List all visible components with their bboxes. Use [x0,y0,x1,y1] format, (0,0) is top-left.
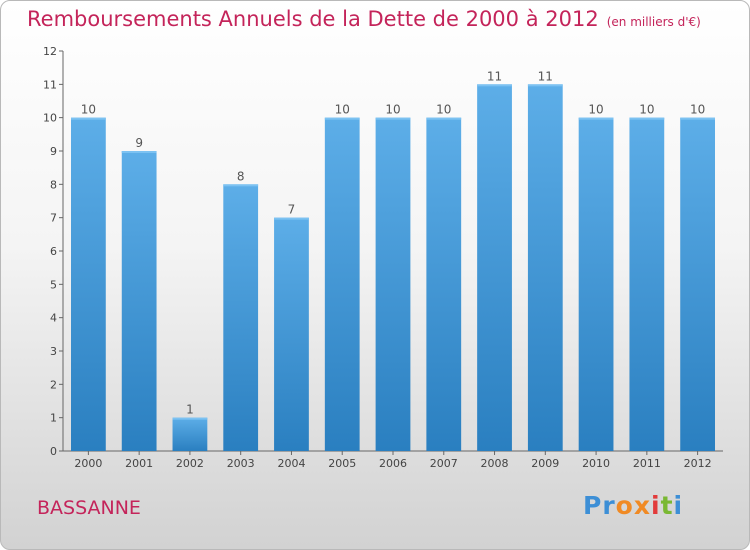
logo-letter: i [651,491,661,520]
data-label: 10 [690,103,705,117]
x-tick-label: 2009 [531,457,559,470]
bar-highlight [527,84,563,87]
bar[interactable] [578,117,614,452]
bar-highlight [629,117,665,120]
x-tick-label: 2001 [125,457,153,470]
bar-highlight [477,84,512,87]
data-label: 10 [385,103,400,117]
bar[interactable] [324,117,360,452]
bar-highlight [680,117,716,120]
y-tick-label: 5 [50,278,57,291]
logo-letter: x [633,491,651,520]
logo-letter: r [602,491,616,520]
x-tick-label: 2007 [430,457,458,470]
bar[interactable] [527,84,563,451]
data-label: 10 [81,103,96,117]
bar-highlight [223,184,259,187]
data-label: 10 [335,103,350,117]
bar-highlight [121,151,157,153]
bar[interactable] [70,117,106,452]
y-tick-label: 11 [43,78,57,91]
y-tick-label: 6 [50,245,57,258]
logo-letter: t [660,491,674,520]
x-tick-label: 2008 [481,457,509,470]
bar[interactable] [274,217,309,451]
data-label: 7 [288,203,296,217]
y-tick-label: 9 [50,145,57,158]
data-label: 1 [186,403,194,417]
x-tick-label: 2003 [227,457,255,470]
bar-highlight [70,117,106,120]
bar-highlight [274,217,309,220]
logo-letter: o [615,491,634,520]
bar-highlight [172,417,208,420]
y-tick-label: 2 [50,378,57,391]
y-tick-label: 3 [50,345,57,358]
data-label: 10 [639,103,654,117]
x-tick-label: 2011 [633,457,661,470]
bar-highlight [324,117,360,120]
bar[interactable] [121,151,157,451]
bar[interactable] [477,84,512,451]
data-label: 8 [237,169,245,183]
bar[interactable] [172,417,208,451]
chart-title: Remboursements Annuels de la Dette de 20… [27,7,701,31]
place-name: BASSANNE [37,497,141,519]
x-tick-label: 2002 [176,457,204,470]
data-label: 11 [538,69,553,83]
data-label: 11 [487,69,502,83]
y-tick-label: 12 [43,45,57,58]
proxiti-logo[interactable]: Proxiti [583,491,683,520]
bar-highlight [375,117,411,120]
y-tick-label: 7 [50,212,57,225]
data-label: 9 [135,136,143,150]
x-tick-label: 2000 [74,457,102,470]
y-tick-label: 4 [50,312,57,325]
bar-highlight [578,117,614,120]
y-tick-label: 10 [43,112,57,125]
chart-unit: (en milliers d'€) [606,15,701,29]
bars [70,84,716,452]
logo-letter: i [673,491,684,520]
x-tick-label: 2010 [582,457,610,470]
x-tick-label: 2012 [684,457,712,470]
y-tick-label: 1 [50,412,57,425]
x-tick-label: 2006 [379,457,407,470]
bar[interactable] [629,117,665,452]
y-tick-label: 0 [50,445,57,458]
data-label: 10 [588,103,603,117]
chart-title-text: Remboursements Annuels de la Dette de 20… [27,7,599,31]
bar[interactable] [223,184,259,452]
bar[interactable] [375,117,411,452]
data-labels: 10 9 1 8 7 10 10 10 11 11 10 10 10 [81,69,706,416]
bar[interactable] [680,117,716,452]
data-label: 10 [436,103,451,117]
y-tick-label: 8 [50,178,57,191]
logo-letter: P [583,491,603,520]
bar-highlight [426,117,462,120]
bar[interactable] [426,117,462,452]
x-tick-label: 2004 [277,457,305,470]
x-tick-label: 2005 [328,457,356,470]
